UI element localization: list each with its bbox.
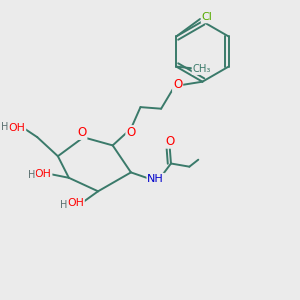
Text: O: O — [173, 78, 182, 92]
Text: OH: OH — [35, 169, 52, 179]
Text: H: H — [1, 122, 8, 132]
Text: CH₃: CH₃ — [193, 64, 211, 74]
Text: O: O — [126, 126, 136, 139]
Text: H: H — [60, 200, 68, 210]
Text: Cl: Cl — [202, 12, 212, 22]
Text: H: H — [28, 170, 35, 180]
Text: O: O — [77, 126, 86, 139]
Text: OH: OH — [8, 123, 25, 133]
Text: OH: OH — [67, 198, 84, 208]
Text: O: O — [165, 135, 174, 148]
Text: NH: NH — [147, 174, 164, 184]
